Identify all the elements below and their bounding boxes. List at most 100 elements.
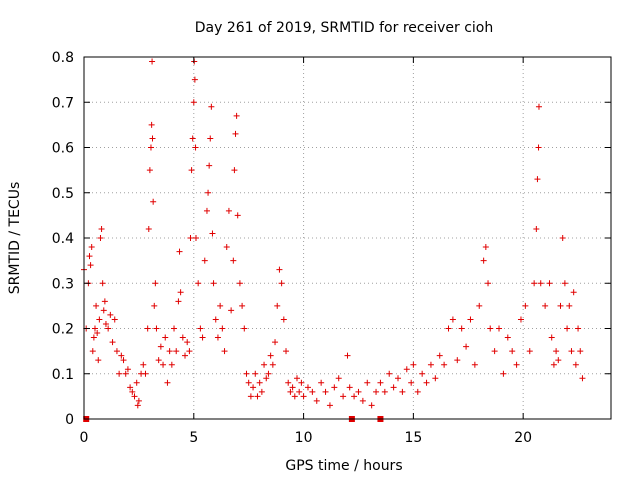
data-point [250, 384, 257, 391]
x-tick-label: 5 [189, 430, 198, 446]
data-point [147, 144, 154, 151]
data-point [304, 384, 311, 391]
data-point [225, 207, 232, 214]
data-point [124, 366, 131, 373]
data-point [100, 307, 107, 314]
data-point [90, 334, 97, 341]
x-tick-label: 15 [404, 430, 422, 446]
data-point [99, 280, 106, 287]
data-point [102, 320, 109, 327]
data-point [454, 357, 461, 364]
data-point [188, 167, 195, 174]
y-tick-label: 0.3 [52, 276, 74, 292]
data-point [243, 370, 250, 377]
data-point [500, 370, 507, 377]
data-point [445, 325, 452, 332]
data-point [542, 302, 549, 309]
data-point [214, 334, 221, 341]
data-point [522, 302, 529, 309]
data-point [191, 76, 198, 83]
data-point [293, 375, 300, 382]
data-point [98, 225, 105, 232]
data-point [537, 280, 544, 287]
data-point [386, 370, 393, 377]
data-point [458, 325, 465, 332]
data-point [171, 325, 178, 332]
data-point [134, 402, 141, 409]
x-tick-label: 10 [295, 430, 313, 446]
data-point [390, 384, 397, 391]
data-point [555, 357, 562, 364]
data-point [322, 388, 329, 395]
data-point [491, 348, 498, 355]
data-point [212, 316, 219, 323]
data-point [164, 379, 171, 386]
data-point [395, 375, 402, 382]
data-point [206, 162, 213, 169]
data-point [219, 325, 226, 332]
data-point [340, 393, 347, 400]
data-point [113, 348, 120, 355]
data-point [463, 343, 470, 350]
data-point [153, 325, 160, 332]
data-point [192, 235, 199, 241]
data-point [111, 316, 118, 323]
data-point [318, 379, 325, 386]
data-point [187, 235, 194, 241]
data-point [127, 384, 134, 391]
y-tick-label: 0.4 [52, 231, 74, 247]
data-point [287, 388, 294, 395]
data-point [276, 266, 283, 273]
data-point [436, 352, 443, 359]
data-point [399, 388, 406, 395]
data-point [482, 244, 489, 251]
data-point [566, 302, 573, 309]
data-point [160, 361, 167, 368]
data-point [546, 280, 553, 287]
data-point [168, 361, 175, 368]
data-point [247, 393, 254, 400]
data-point [233, 112, 240, 119]
y-tick-label: 0.8 [52, 50, 74, 66]
data-point [166, 348, 173, 355]
data-point [203, 207, 210, 214]
data-point [146, 167, 153, 174]
data-point [564, 325, 571, 332]
data-point [517, 316, 524, 323]
data-point [535, 103, 542, 110]
data-point [96, 316, 103, 323]
data-point [296, 388, 303, 395]
data-point [427, 361, 434, 368]
data-point [344, 352, 351, 359]
data-point [245, 379, 252, 386]
data-point [142, 370, 149, 377]
data-point [272, 339, 279, 346]
data-point [254, 393, 261, 400]
data-point [87, 262, 94, 269]
data-point [487, 325, 494, 332]
data-point [274, 302, 281, 309]
data-point [93, 302, 100, 309]
data-point [441, 361, 448, 368]
data-point [403, 366, 410, 373]
data-point [509, 348, 516, 355]
y-tick-label: 0.1 [52, 367, 74, 383]
data-point [258, 388, 265, 395]
data-point [131, 393, 138, 400]
data-point [364, 379, 371, 386]
x-tick-label: 20 [514, 430, 532, 446]
data-point [263, 375, 270, 382]
chart-title: Day 261 of 2019, SRMTID for receiver cio… [195, 20, 493, 36]
data-point [553, 348, 560, 355]
data-point [513, 361, 520, 368]
data-point [377, 379, 384, 386]
data-point [91, 325, 98, 332]
data-point [197, 325, 204, 332]
data-point [133, 379, 140, 386]
data-point [471, 361, 478, 368]
data-point [107, 311, 114, 318]
data-point [410, 361, 417, 368]
data-point [496, 325, 503, 332]
data-point [241, 325, 248, 332]
data-point [234, 212, 241, 219]
